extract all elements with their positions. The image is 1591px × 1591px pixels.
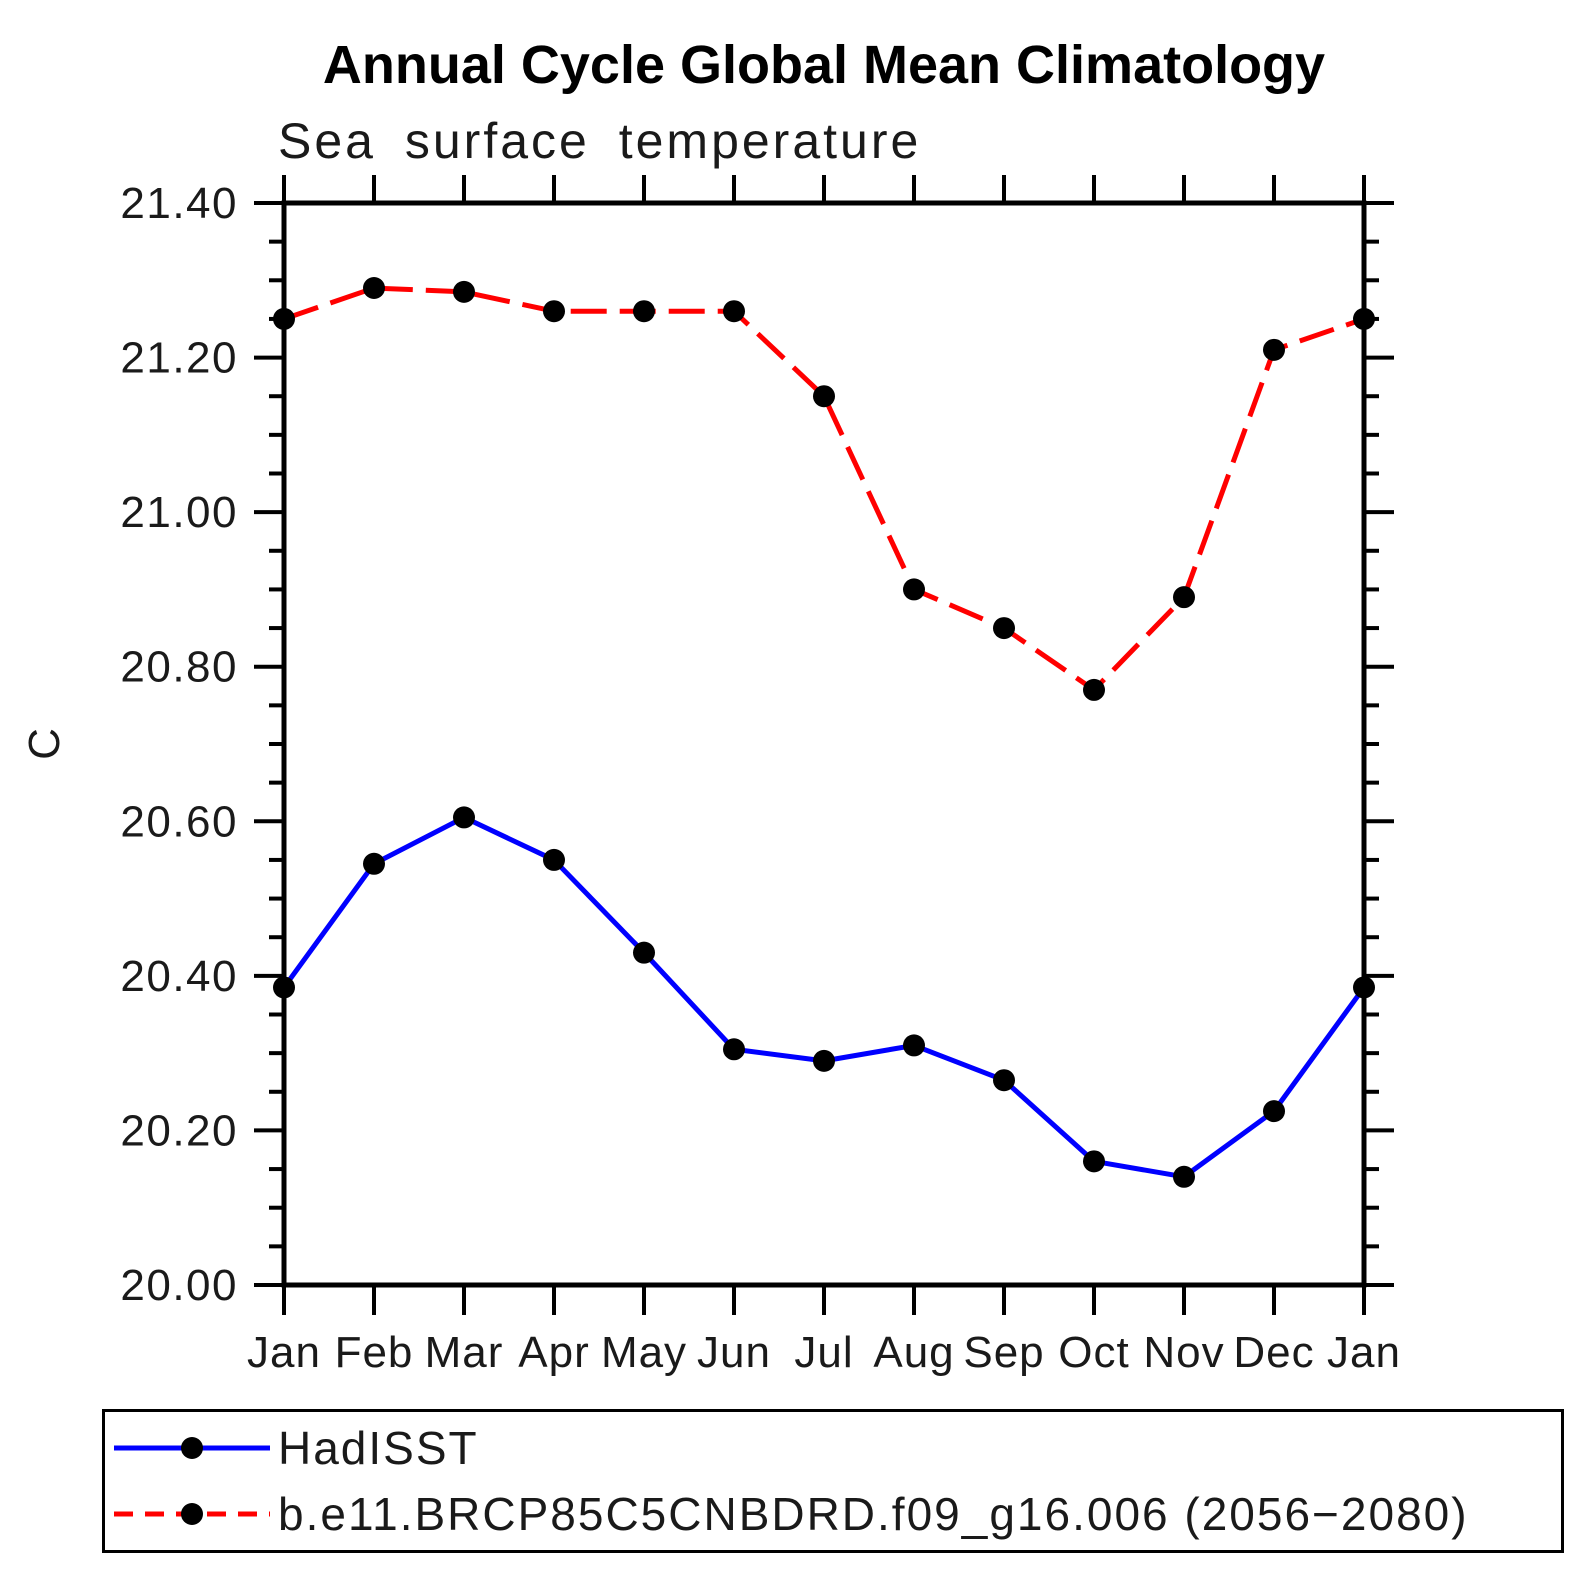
series-line-0 [281,814,1367,1180]
data-point [993,1069,1015,1092]
data-point [543,300,565,323]
data-point [273,976,295,999]
legend: HadISST b.e11.BRCP85C5CNBDRD.f09_g16.006… [102,1409,1564,1553]
x-tick-label: Jun [697,1328,771,1377]
legend-label: b.e11.BRCP85C5CNBDRD.f09_g16.006 (2056−2… [278,1488,1469,1540]
data-point [903,1034,925,1057]
data-point [723,300,745,323]
x-tick-label: Jan [1327,1328,1401,1377]
data-point [273,307,295,330]
data-point [813,385,835,408]
data-point [633,941,655,964]
x-tick-label: Jul [794,1328,853,1377]
data-point [1263,338,1285,361]
y-tick-label: 21.00 [120,488,238,537]
data-point [1353,307,1375,330]
legend-item-model: b.e11.BRCP85C5CNBDRD.f09_g16.006 (2056−2… [110,1484,1561,1544]
data-point [363,852,385,875]
legend-label: HadISST [278,1422,479,1474]
x-tick-label: Jan [247,1328,321,1377]
legend-line-sample [114,1437,270,1459]
x-tick-label: Oct [1058,1328,1129,1377]
x-tick-label: Mar [425,1328,504,1377]
chart-title: Annual Cycle Global Mean Climatology [322,35,1326,95]
data-point [993,617,1015,640]
x-tick-label: May [601,1328,687,1377]
series-line-1 [283,285,1365,693]
data-point [903,578,925,601]
y-tick-label: 21.20 [120,334,238,383]
y-tick-label: 21.40 [120,179,238,228]
y-tick-label: 20.20 [120,1106,238,1155]
data-point [633,300,655,323]
y-tick-label: 20.80 [120,643,238,692]
y-axis-label: C [20,728,69,760]
data-point [1173,1165,1195,1188]
legend-line-sample [114,1503,270,1525]
x-tick-label: Feb [335,1328,414,1377]
data-point [453,806,475,829]
y-tick-label: 20.40 [120,952,238,1001]
plot-frame [281,200,1367,1288]
legend-item-hadisst: HadISST [110,1418,1561,1478]
x-tick-label: Apr [518,1328,589,1377]
y-tick-label: 20.60 [120,797,238,846]
data-point [453,280,475,303]
data-point [1353,976,1375,999]
y-tick-label: 20.00 [120,1261,238,1310]
data-point [813,1049,835,1072]
x-tick-label: Sep [963,1328,1044,1377]
data-point [1083,1150,1105,1173]
data-point [1083,678,1105,701]
data-point [1173,586,1195,609]
data-point [543,848,565,871]
data-point [1263,1100,1285,1123]
data-point [363,277,385,300]
x-tick-label: Dec [1233,1328,1314,1377]
x-tick-label: Nov [1143,1328,1224,1377]
x-tick-label: Aug [873,1328,954,1377]
data-point [723,1038,745,1061]
chart-subtitle: Sea surface temperature [278,113,922,169]
